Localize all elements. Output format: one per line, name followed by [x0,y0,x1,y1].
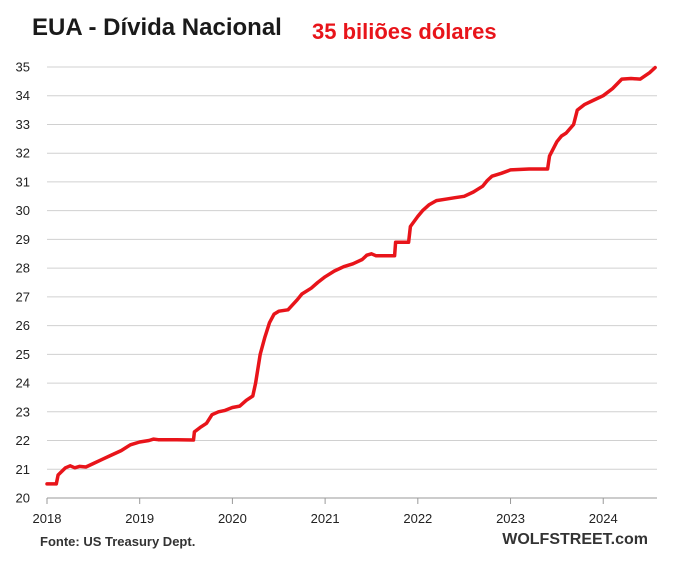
x-axis-line [46,497,657,504]
y-tick-label: 35 [16,60,30,75]
y-tick-label: 22 [16,433,30,448]
y-axis-tick-labels: 20 21 22 23 24 25 26 27 28 29 30 31 32 33 34 35 [16,60,30,506]
y-tick-label: 28 [16,261,30,276]
y-tick-label: 23 [16,404,30,419]
y-tick-label: 29 [16,232,30,247]
debt-series-line-0 [45,65,657,486]
x-tick-label: 2022 [403,511,432,526]
brand-label: WOLFSTREET.com [502,531,648,548]
y-tick-label: 20 [16,491,30,506]
source-note: Fonte: US Treasury Dept. [40,534,196,549]
x-tick-label: 2024 [589,511,618,526]
y-tick-label: 31 [16,174,30,189]
y-tick-label: 21 [16,462,30,477]
y-tick-label: 25 [16,347,30,362]
chart-subtitle: 35 biliões dólares [312,19,497,44]
x-tick-label: 2019 [125,511,154,526]
y-tick-label: 24 [16,376,30,391]
x-tick-label: 2021 [311,511,340,526]
y-tick-label: 32 [16,146,30,161]
x-tick-label: 2018 [33,511,62,526]
y-tick-label: 27 [16,289,30,304]
y-tick-label: 26 [16,318,30,333]
grid-lines [47,66,657,499]
x-tick-label: 2020 [218,511,247,526]
x-axis-tick-labels: 2018 2019 2020 2021 2022 2023 2024 [33,511,618,526]
y-tick-label: 34 [16,88,30,103]
x-tick-label: 2023 [496,511,525,526]
y-tick-label: 33 [16,117,30,132]
chart-title: EUA - Dívida Nacional [32,14,282,41]
series-layer [45,65,657,486]
y-tick-label: 30 [16,203,30,218]
